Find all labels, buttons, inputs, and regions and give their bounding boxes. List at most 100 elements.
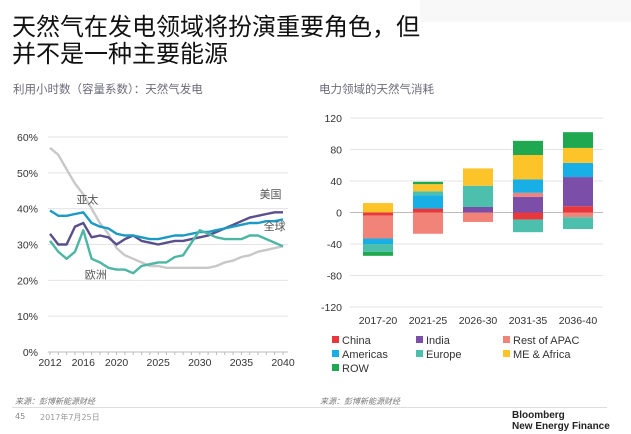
bar-segment-rest-of-apac [513, 192, 543, 197]
y-tick-label: 80 [330, 145, 342, 157]
bar-segment-india [463, 206, 493, 213]
legend-swatch [332, 364, 339, 371]
slide-date: 2017年7月25日 [40, 413, 100, 422]
series-line-欧洲 [49, 228, 284, 275]
bar-segment-china [363, 212, 393, 216]
x-tick-label: 2036-40 [559, 315, 598, 327]
watermark-region [420, 0, 631, 22]
y-tick-label: 40% [17, 204, 38, 216]
bar-segment-china [513, 212, 543, 220]
legend-label: ME & Africa [513, 349, 571, 361]
x-tick-label: 2025 [146, 357, 170, 369]
legend-swatch [503, 350, 510, 357]
y-tick-label: 50% [17, 168, 38, 180]
legend-item: Europe [416, 349, 461, 361]
y-tick-label: -120 [321, 302, 342, 314]
bar-segment-americas [513, 179, 543, 193]
bar-segment-me-africa [513, 155, 543, 180]
bar-segment-americas [563, 162, 593, 178]
legend-item: Rest of APAC [503, 335, 579, 347]
legend-item: Americas [332, 349, 388, 361]
y-tick-label: -40 [327, 239, 342, 251]
x-tick-label: 2040 [271, 357, 295, 369]
line-chart: 0% 10% 20% 30% 40% 50% 60% 2012 2016 2020 2025 2030… [17, 132, 295, 369]
bar-segment-row [563, 132, 593, 148]
bar-segment-europe [563, 217, 593, 230]
y-tick-label: 0 [336, 208, 342, 220]
bar-segment-row [363, 251, 393, 256]
series-annotation: 欧洲 [85, 269, 107, 282]
x-tick-label: 2021-25 [409, 315, 448, 327]
x-tick-label: 2035 [230, 357, 254, 369]
source-note-right: 来源：彭博新能源财经 [320, 397, 400, 406]
y-tick-label: 10% [17, 311, 38, 323]
x-tick-label: 2016 [72, 357, 96, 369]
series-annotation: 亚太 [76, 193, 98, 206]
bar-segment-china [413, 208, 443, 213]
series-line-美国 [49, 211, 283, 246]
bar-segment-rest-of-apac [563, 212, 593, 218]
bar-segment-me-africa [463, 168, 493, 186]
slide-title: 天然气在发电领域将扮演重要角色，但 并不是一种主要能源 [12, 13, 420, 68]
legend-label: Rest of APAC [513, 335, 580, 347]
series-annotation: 美国 [260, 188, 282, 201]
bar-segment-rest-of-apac [463, 212, 493, 222]
legend-item: ME & Africa [503, 349, 570, 361]
page-number: 45 [15, 412, 26, 421]
brand-line-1: Bloomberg [512, 410, 565, 421]
y-tick-label: 60% [17, 132, 38, 144]
series-annotation: 全球 [264, 219, 286, 233]
bar-chart: 120 80 40 0 -40 -80 -120 2017-20 2021-25 2026-30 2… [321, 113, 603, 327]
x-tick-label: 2012 [38, 357, 62, 369]
legend-item: ROW [332, 363, 369, 375]
bar-segment-me-africa [413, 184, 443, 192]
legend-label: India [426, 335, 450, 347]
brand-line-2: New Energy Finance [512, 421, 610, 432]
bar-segment-me-africa [363, 203, 393, 213]
x-tick-label: 2030 [188, 357, 212, 369]
legend-swatch [332, 350, 339, 357]
series-line-亚太 [49, 146, 284, 269]
right-chart-title: 电力领域的天然气消耗 [319, 82, 434, 96]
bar-segment-europe [363, 244, 393, 252]
y-tick-label: 40 [330, 176, 342, 188]
y-tick-label: 120 [324, 113, 342, 125]
bar-segment-india [563, 177, 593, 207]
bar-segment-rest-of-apac [363, 215, 393, 239]
bar-segment-europe [413, 191, 443, 196]
legend-label: Americas [342, 349, 388, 361]
bar-segment-india [513, 196, 543, 213]
bar-segment-rest-of-apac [413, 212, 443, 234]
bar-segment-china [563, 206, 593, 213]
legend-label: China [342, 335, 371, 347]
y-tick-label: 30% [17, 240, 38, 252]
legend-swatch [503, 336, 510, 343]
source-note-left: 来源：彭博新能源财经 [15, 397, 95, 406]
brand-logo: Bloomberg New Energy Finance [512, 410, 610, 432]
legend-swatch [416, 336, 423, 343]
series-line-全球 [49, 209, 284, 241]
y-tick-label: -80 [327, 271, 342, 283]
legend-item: India [416, 335, 450, 347]
bar-segment-europe [513, 219, 543, 233]
y-tick-label: 20% [17, 275, 38, 287]
legend-swatch [416, 350, 423, 357]
bar-segment-americas [413, 195, 443, 209]
bar-segment-me-africa [563, 147, 593, 163]
bar-segment-row [513, 140, 543, 156]
bar-segment-europe [463, 185, 493, 207]
bar-segment-americas [363, 238, 393, 244]
x-tick-label: 2031-35 [509, 315, 548, 327]
legend-item: China [332, 335, 371, 347]
x-tick-label: 2020 [105, 357, 129, 369]
legend-label: ROW [342, 363, 369, 375]
legend-label: Europe [426, 349, 462, 361]
y-tick-label: 0% [23, 347, 38, 359]
left-chart-title: 利用小时数（容量系数）：天然气发电 [13, 82, 203, 96]
bar-segment-row [413, 181, 443, 185]
legend-swatch [332, 336, 339, 343]
x-tick-label: 2017-20 [359, 315, 398, 327]
footer-divider [12, 407, 607, 408]
x-tick-label: 2026-30 [459, 315, 498, 327]
